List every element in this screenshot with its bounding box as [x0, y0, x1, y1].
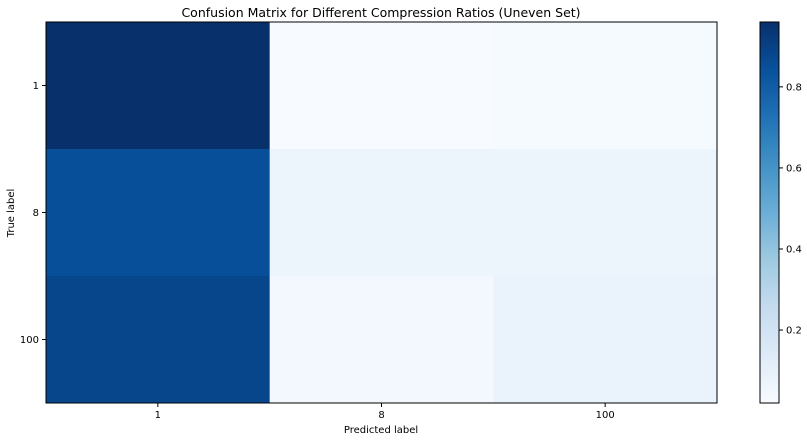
heatmap-cell-100-1 — [46, 276, 271, 404]
heatmap-cell-8-8 — [269, 149, 494, 277]
heatmap-cell-1-100 — [493, 22, 718, 150]
heatmap-cell-1-1 — [46, 22, 271, 150]
x-axis-label: Predicted label — [344, 425, 418, 436]
heatmap-cell-8-100 — [493, 149, 718, 277]
colorbar-tick-label: 0.4 — [786, 244, 802, 255]
y-tick-label: 1 — [33, 81, 39, 92]
heatmap-cell-100-8 — [269, 276, 494, 404]
heatmap-cell-100-100 — [493, 276, 718, 404]
heatmap-cells — [46, 22, 718, 404]
colorbar — [759, 21, 780, 404]
x-tick-label: 8 — [378, 410, 384, 421]
y-axis-label: True label — [6, 189, 17, 239]
heatmap-cell-1-8 — [269, 22, 494, 150]
colorbar-tick-label: 0.6 — [786, 163, 802, 174]
x-tick-label: 1 — [155, 410, 161, 421]
colorbar-ticks: 0.2 0.4 0.6 0.8 — [779, 82, 802, 337]
colorbar-tick-label: 0.2 — [786, 326, 802, 337]
x-axis-ticks: 1 8 100 — [155, 403, 615, 421]
heatmap-cell-8-1 — [46, 149, 271, 277]
y-axis-ticks: 1 8 100 — [20, 81, 46, 346]
colorbar-tick-label: 0.8 — [786, 82, 802, 93]
y-tick-label: 8 — [33, 208, 39, 219]
chart-title: Confusion Matrix for Different Compressi… — [181, 5, 580, 20]
x-tick-label: 100 — [596, 410, 615, 421]
y-tick-label: 100 — [20, 335, 39, 346]
